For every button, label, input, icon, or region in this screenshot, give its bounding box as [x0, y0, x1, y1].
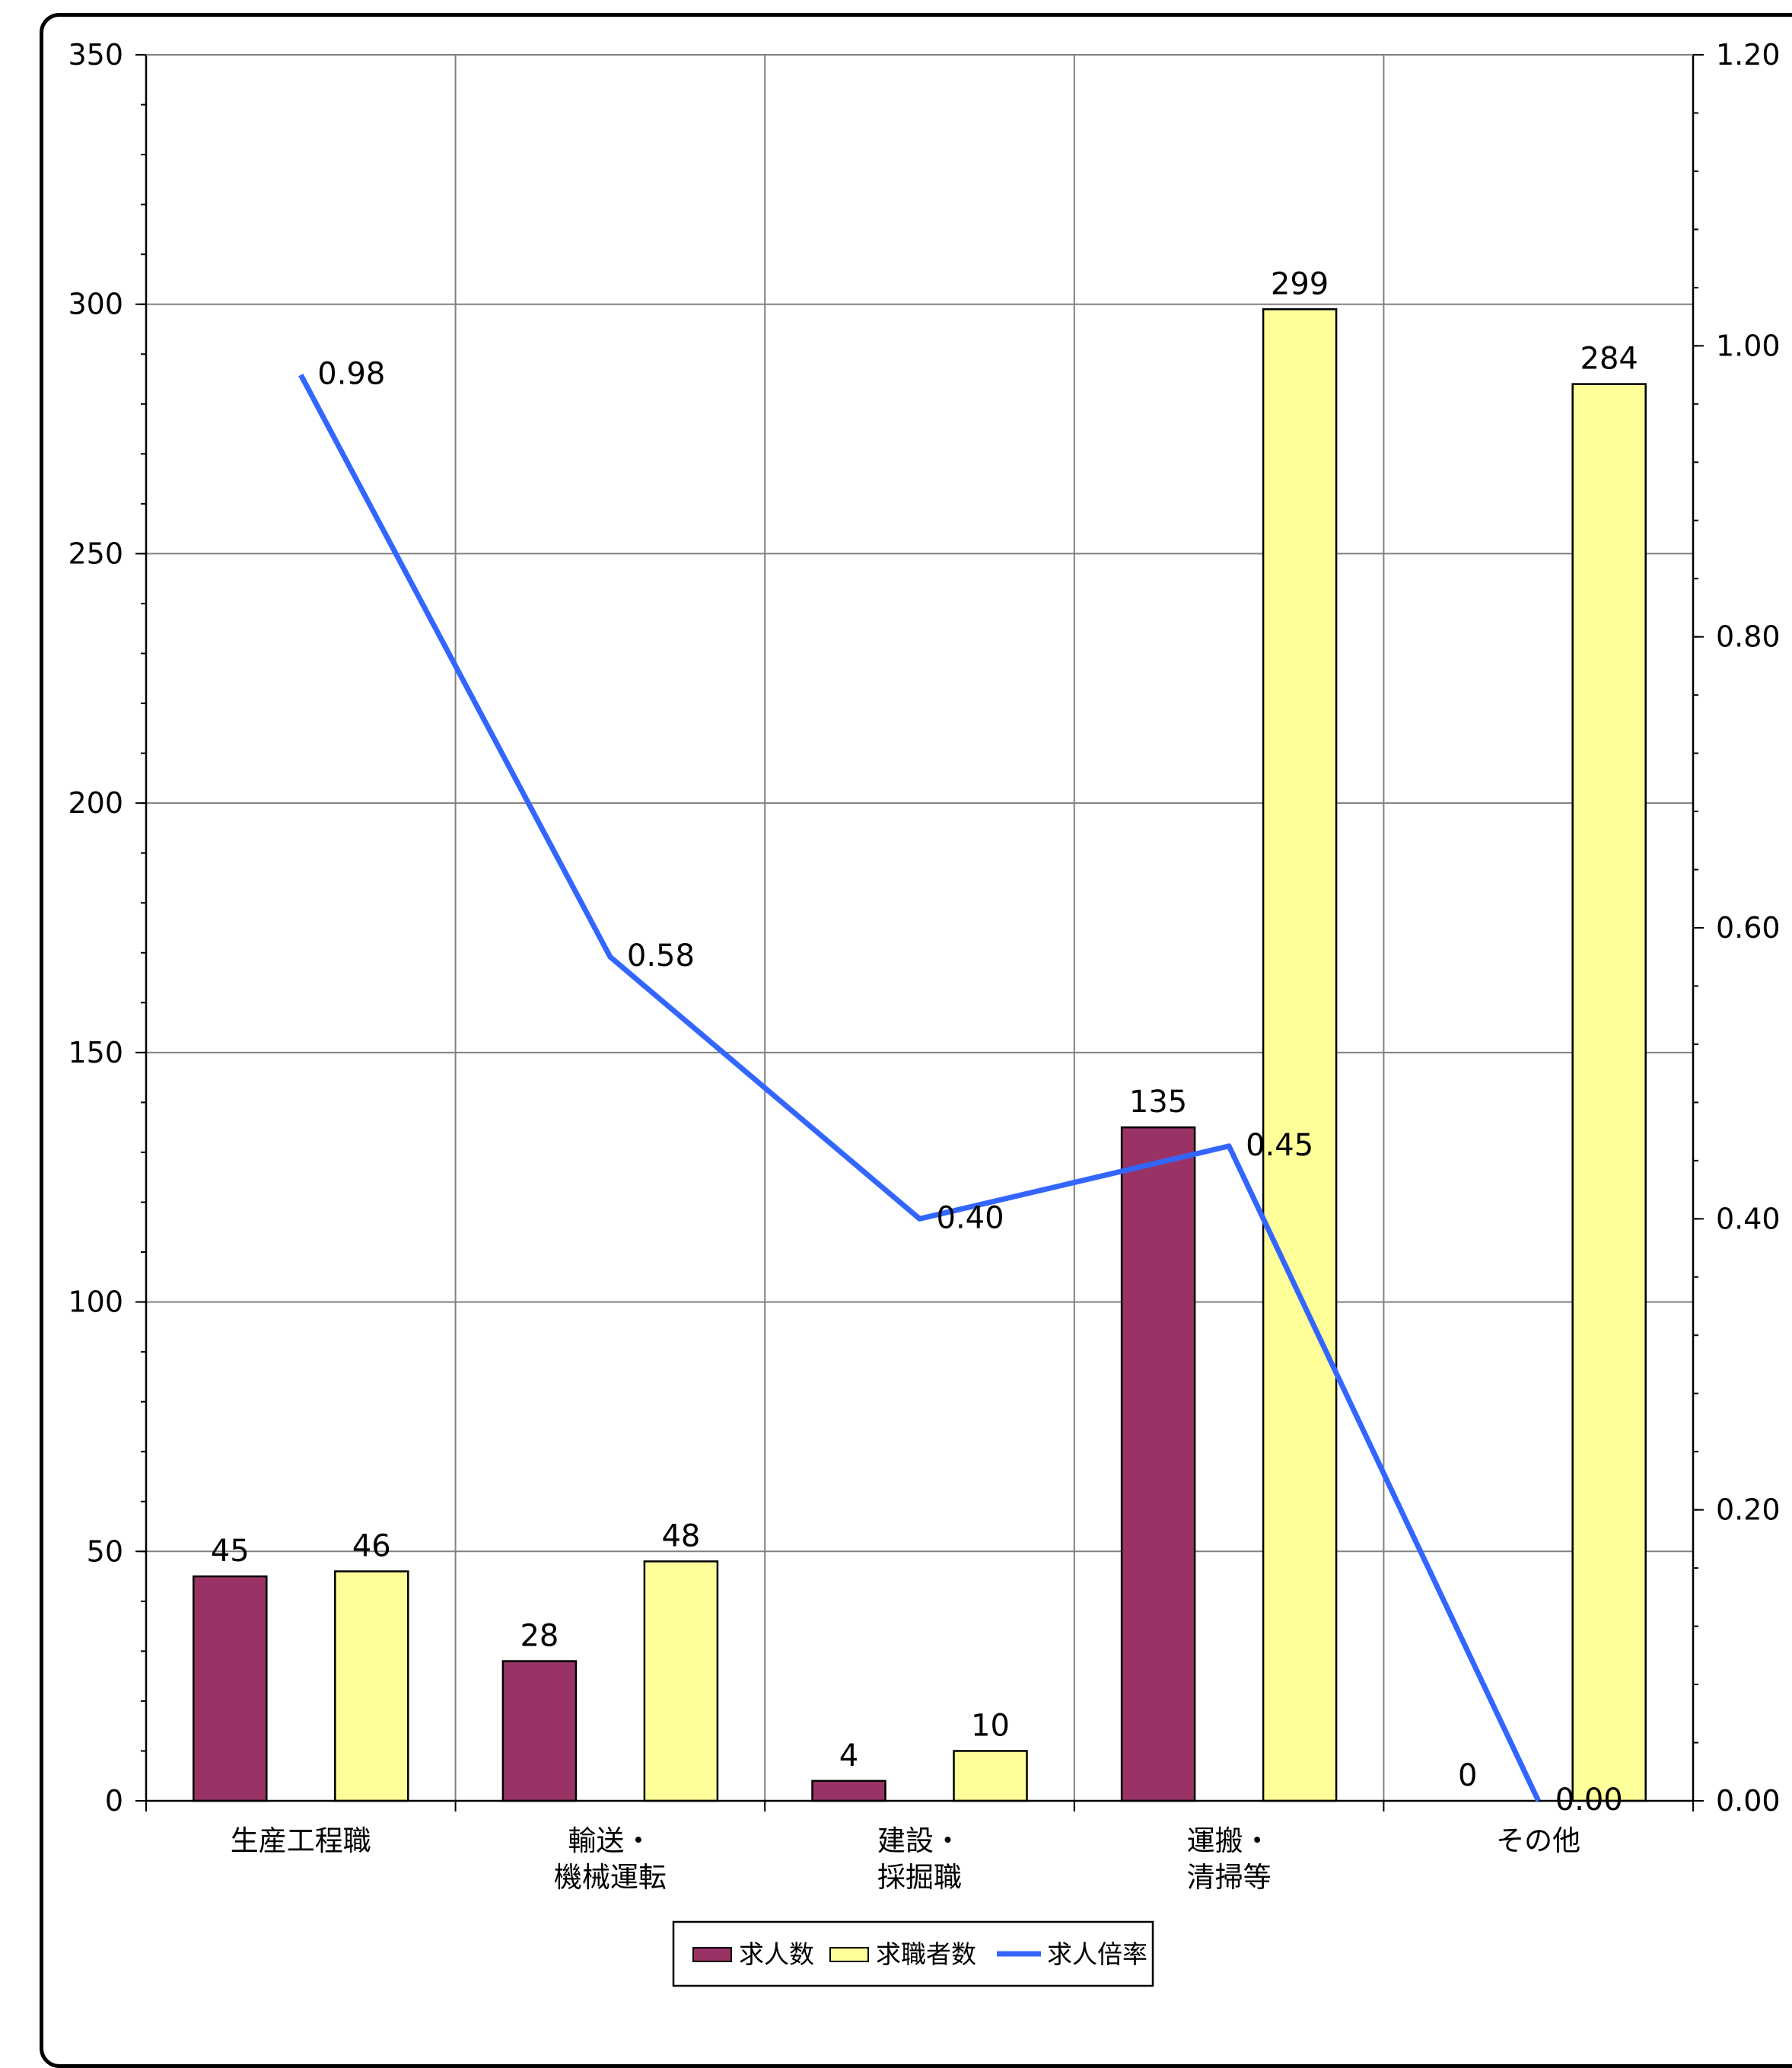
bar-job-openings: [1120, 1126, 1196, 1802]
bar-data-label: 46: [352, 1529, 391, 1564]
bar-job-seekers: [1262, 308, 1338, 1802]
left-axis-tick-label: 300: [68, 288, 123, 321]
left-axis-tick-label: 350: [68, 38, 123, 72]
bar-job-seekers: [643, 1560, 719, 1802]
legend-box: [672, 1920, 1154, 1987]
left-axis-tick-label: 150: [68, 1036, 123, 1069]
right-axis-tick-label: 1.00: [1716, 329, 1781, 362]
bar-data-label: 299: [1271, 266, 1329, 301]
category-label: 清掃等: [1187, 1861, 1272, 1894]
line-data-label: 0.40: [937, 1200, 1004, 1235]
category-label: その他: [1496, 1824, 1580, 1857]
line-data-label: 0.45: [1246, 1128, 1313, 1163]
bar-data-label: 284: [1580, 342, 1638, 377]
bar-data-label: 10: [971, 1708, 1010, 1743]
category-label: 生産工程職: [231, 1824, 371, 1857]
legend-swatch: [692, 1947, 732, 1962]
line-data-label: 0.00: [1555, 1783, 1623, 1818]
left-axis-tick-label: 0: [105, 1784, 123, 1818]
category-label: 採掘職: [877, 1861, 962, 1894]
combo-chart: 0501001502002503003500.000.200.400.600.8…: [68, 38, 1781, 1987]
plot-area: [146, 55, 1693, 1801]
bar-job-openings: [193, 1575, 268, 1802]
left-axis-tick-label: 50: [87, 1534, 123, 1568]
bar-job-seekers: [953, 1750, 1028, 1802]
category-label: 建設・: [877, 1824, 962, 1857]
right-axis-tick-label: 0.40: [1716, 1202, 1781, 1235]
ratio-line: [298, 373, 1541, 1802]
legend-swatch: [829, 1947, 869, 1962]
legend-label: 求職者数: [876, 1939, 976, 1969]
bar-job-openings: [501, 1660, 578, 1802]
line-data-label: 0.58: [627, 938, 695, 973]
left-axis-tick-label: 100: [68, 1286, 123, 1319]
bar-job-openings: [811, 1780, 886, 1802]
bar-job-seekers: [1571, 383, 1647, 1802]
category-label: 機械運転: [554, 1861, 667, 1894]
bar-data-label: 28: [520, 1618, 559, 1653]
bar-data-label: 0: [1458, 1758, 1477, 1793]
category-label: 輸送・: [568, 1824, 652, 1857]
left-axis-tick-label: 200: [68, 786, 123, 820]
right-axis-tick-label: 1.20: [1716, 38, 1781, 72]
bar-data-label: 135: [1129, 1085, 1187, 1120]
line-data-label: 0.98: [317, 357, 385, 392]
legend-label: 求人数: [739, 1939, 814, 1969]
bar-data-label: 45: [211, 1534, 250, 1569]
right-axis-tick-label: 0.00: [1716, 1784, 1781, 1818]
right-axis-tick-label: 0.80: [1716, 620, 1781, 654]
category-label: 運搬・: [1187, 1824, 1272, 1857]
right-axis-tick-label: 0.60: [1716, 911, 1781, 945]
bar-job-seekers: [334, 1570, 409, 1802]
bar-data-label: 48: [661, 1518, 700, 1553]
legend-label: 求人倍率: [1047, 1939, 1147, 1969]
right-axis-tick-label: 0.20: [1716, 1493, 1781, 1527]
bar-data-label: 4: [839, 1738, 858, 1773]
left-axis-tick-label: 250: [68, 537, 123, 570]
